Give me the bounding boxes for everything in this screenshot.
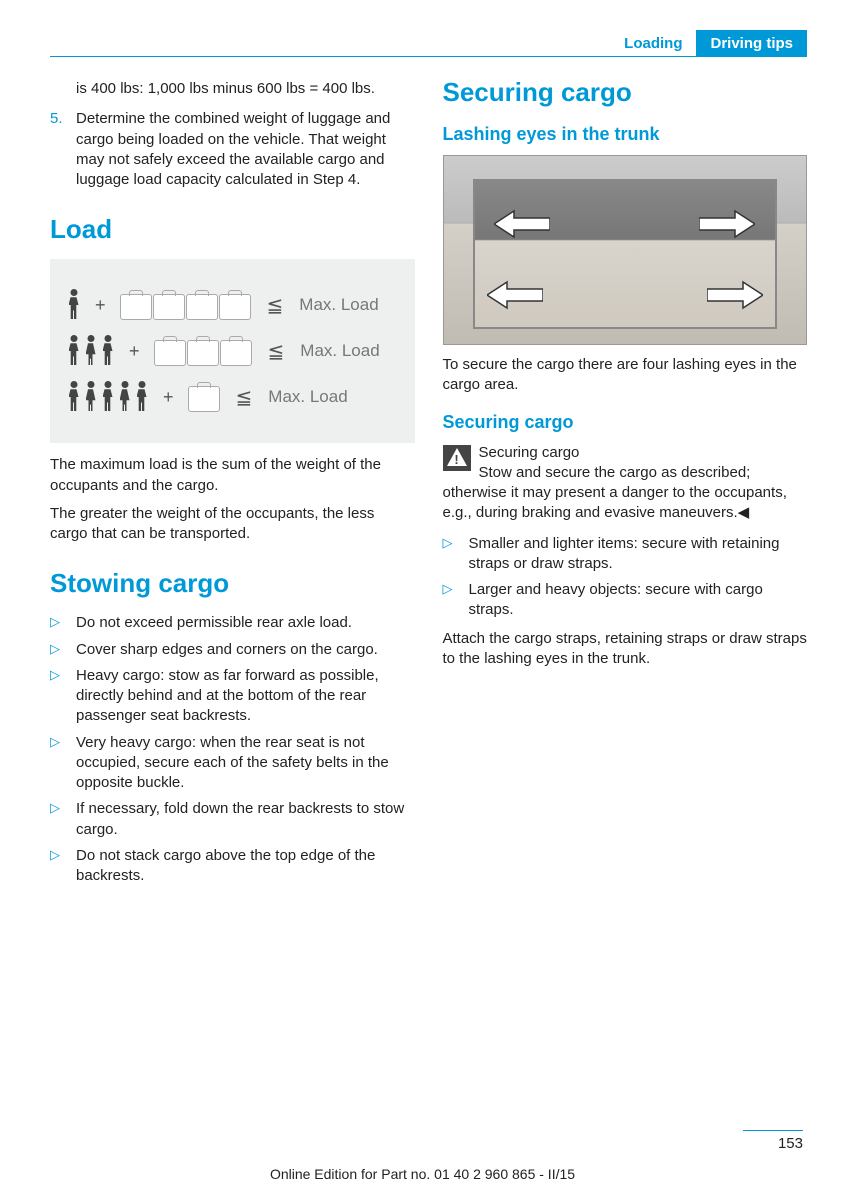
person-icon bbox=[66, 381, 81, 413]
person-icon bbox=[66, 335, 81, 367]
warning-title: Securing cargo bbox=[479, 444, 580, 461]
attach-text: Attach the cargo straps, retaining strap… bbox=[443, 629, 808, 670]
page-number: 153 bbox=[743, 1130, 803, 1152]
lashing-heading: Lashing eyes in the trunk bbox=[443, 124, 808, 145]
bullet-icon: ▷ bbox=[443, 580, 469, 621]
bullet-icon: ▷ bbox=[50, 666, 76, 727]
load-row-3: + ≦ Max. Load bbox=[66, 381, 399, 413]
bullet-icon: ▷ bbox=[50, 799, 76, 840]
securing-heading: Securing cargo bbox=[443, 77, 808, 108]
securing-subheading: Securing cargo bbox=[443, 412, 808, 433]
right-column: Securing cargo Lashing eyes in the trunk… bbox=[443, 75, 808, 892]
arrow-right-icon bbox=[699, 209, 755, 239]
warning-body: Stow and secure the cargo as described; … bbox=[443, 464, 787, 522]
trunk-illustration bbox=[443, 155, 808, 345]
case-icon bbox=[120, 294, 152, 320]
securing-list: ▷Smaller and lighter items: secure with … bbox=[443, 534, 808, 621]
lashing-text: To secure the cargo there are four lashi… bbox=[443, 355, 808, 396]
person-icon bbox=[100, 381, 115, 413]
header-chapter: Driving tips bbox=[696, 30, 807, 56]
case-icon bbox=[154, 340, 186, 366]
step-4-remainder: is 400 lbs: 1,000 lbs minus 600 lbs = 40… bbox=[50, 79, 415, 99]
bullet-icon: ▷ bbox=[50, 613, 76, 633]
stowing-list: ▷Do not exceed permissible rear axle loa… bbox=[50, 613, 415, 886]
load-paragraph-2: The greater the weight of the occupants,… bbox=[50, 504, 415, 545]
case-icon bbox=[187, 340, 219, 366]
stowing-heading: Stowing cargo bbox=[50, 568, 415, 599]
case-icon bbox=[153, 294, 185, 320]
step-5: 5. Determine the combined weight of lugg… bbox=[50, 109, 415, 190]
left-column: is 400 lbs: 1,000 lbs minus 600 lbs = 40… bbox=[50, 75, 415, 892]
bullet-icon: ▷ bbox=[50, 733, 76, 794]
case-icon bbox=[186, 294, 218, 320]
person-icon bbox=[117, 381, 132, 413]
person-icon bbox=[134, 381, 149, 413]
footer-edition: Online Edition for Part no. 01 40 2 960 … bbox=[0, 1166, 845, 1182]
load-paragraph-1: The maximum load is the sum of the weigh… bbox=[50, 455, 415, 496]
continued-steps: is 400 lbs: 1,000 lbs minus 600 lbs = 40… bbox=[50, 79, 415, 190]
case-icon bbox=[188, 386, 220, 412]
arrow-left-icon bbox=[487, 280, 543, 310]
arrow-right-icon bbox=[707, 280, 763, 310]
arrow-left-icon bbox=[494, 209, 550, 239]
load-diagram: + ≦ Max. Load + ≦ Max. Load + ≦ Max. Loa… bbox=[50, 259, 415, 443]
case-icon bbox=[220, 340, 252, 366]
person-icon bbox=[100, 335, 115, 367]
load-row-2: + ≦ Max. Load bbox=[66, 335, 399, 367]
case-icon bbox=[219, 294, 251, 320]
warning-block: Securing cargo Stow and secure the cargo… bbox=[443, 443, 808, 524]
header-section: Loading bbox=[610, 30, 696, 56]
warning-icon bbox=[443, 445, 471, 471]
bullet-icon: ▷ bbox=[50, 846, 76, 887]
page-header: Loading Driving tips bbox=[50, 30, 807, 57]
load-row-1: + ≦ Max. Load bbox=[66, 289, 399, 321]
bullet-icon: ▷ bbox=[50, 640, 76, 660]
load-heading: Load bbox=[50, 214, 415, 245]
person-icon bbox=[83, 335, 98, 367]
bullet-icon: ▷ bbox=[443, 534, 469, 575]
person-icon bbox=[66, 289, 81, 321]
person-icon bbox=[83, 381, 98, 413]
